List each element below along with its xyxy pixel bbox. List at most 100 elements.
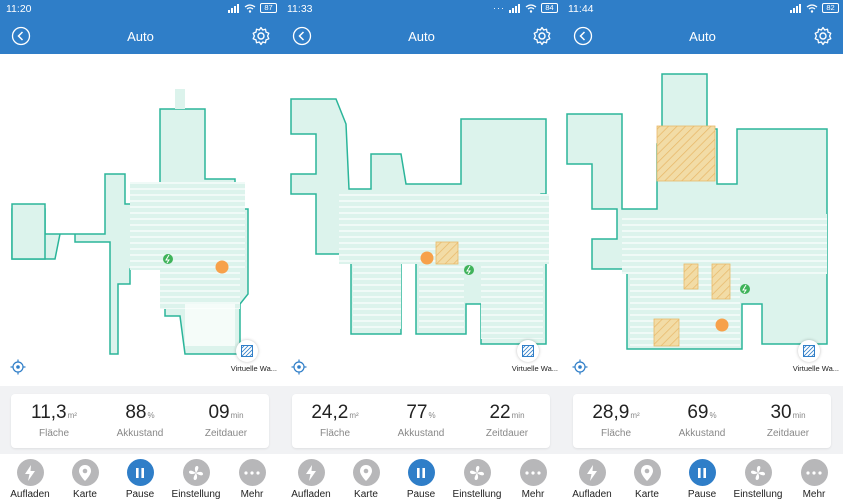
fan-icon	[470, 465, 484, 480]
stat-area: 28,9m² Fläche	[573, 402, 659, 439]
locate-icon[interactable]	[10, 359, 26, 375]
stat-battery: 88% Akkustand	[97, 402, 183, 439]
charger-dock	[163, 254, 173, 264]
bottom-nav: Aufladen Karte Pause Einstellung Mehr	[562, 454, 843, 500]
stat-duration-value: 30	[770, 402, 792, 423]
battery-icon: 82	[822, 3, 839, 13]
stat-area: 11,3m² Fläche	[11, 402, 97, 439]
nav-dock-button[interactable]: Aufladen	[564, 459, 620, 500]
stat-duration-unit: min	[511, 411, 525, 420]
stat-battery-unit: %	[428, 411, 436, 420]
stat-duration-label: Zeitdauer	[485, 428, 529, 439]
nav-pause-button[interactable]: Pause	[674, 459, 730, 500]
stat-duration-value: 09	[208, 402, 230, 423]
wifi-icon	[806, 3, 818, 13]
nav-settings-button[interactable]: Einstellung	[449, 459, 505, 500]
stat-battery-label: Akkustand	[397, 428, 445, 439]
phone-screen-3: 11:44 82 Auto	[562, 0, 843, 500]
back-icon[interactable]	[11, 26, 31, 46]
stat-duration-label: Zeitdauer	[766, 428, 810, 439]
map-floor	[566, 73, 828, 350]
stat-area-label: Fläche	[38, 428, 69, 439]
virtual-wall-button[interactable]: Virtuelle Wa...	[217, 340, 277, 373]
virtual-wall-icon	[241, 345, 253, 357]
robot-position	[215, 260, 229, 274]
nav-settings-button[interactable]: Einstellung	[168, 459, 224, 500]
stats-section: 11,3m² Fläche 88% Akkustand 09min Zeitda…	[0, 386, 281, 454]
nav-more-label: Mehr	[521, 489, 545, 500]
stat-area-value: 11,3	[31, 402, 67, 423]
pause-icon	[698, 467, 706, 478]
notification-dots-icon: ···	[493, 3, 505, 13]
nav-dock-label: Aufladen	[10, 489, 50, 500]
fan-icon	[189, 465, 203, 480]
stats-card: 28,9m² Fläche 69% Akkustand 30min Zeitda…	[573, 394, 831, 448]
nav-map-button[interactable]: Karte	[619, 459, 675, 500]
back-icon[interactable]	[292, 26, 312, 46]
nav-settings-label: Einstellung	[452, 489, 502, 500]
screen-title: Auto	[408, 29, 435, 44]
stat-battery-label: Akkustand	[116, 428, 164, 439]
virtual-wall-label: Virtuelle Wa...	[511, 364, 558, 373]
stat-battery: 77% Akkustand	[378, 402, 464, 439]
nav-more-button[interactable]: Mehr	[786, 459, 842, 500]
stat-battery-label: Akkustand	[678, 428, 726, 439]
wifi-icon	[525, 3, 537, 13]
map-floor	[290, 98, 549, 345]
stats-card: 24,2m² Fläche 77% Akkustand 22min Zeitda…	[292, 394, 550, 448]
battery-icon: 87	[260, 3, 277, 13]
bolt-icon	[306, 464, 316, 481]
stat-battery-unit: %	[147, 411, 155, 420]
nav-map-button[interactable]: Karte	[57, 459, 113, 500]
virtual-wall-label: Virtuelle Wa...	[792, 364, 839, 373]
status-time: 11:44	[568, 3, 594, 15]
nav-pause-label: Pause	[406, 489, 436, 500]
fan-icon	[751, 465, 765, 480]
more-dots-icon	[525, 470, 541, 475]
virtual-wall-button[interactable]: Virtuelle Wa...	[779, 340, 839, 373]
nav-dock-button[interactable]: Aufladen	[2, 459, 58, 500]
map-canvas	[290, 98, 549, 345]
gear-icon[interactable]	[251, 26, 271, 46]
nav-pause-button[interactable]: Pause	[393, 459, 449, 500]
gear-icon[interactable]	[532, 26, 552, 46]
stat-duration-unit: min	[792, 411, 806, 420]
stat-duration: 30min Zeitdauer	[745, 402, 831, 439]
stat-battery-value: 69	[687, 402, 709, 423]
back-icon[interactable]	[573, 26, 593, 46]
pause-icon	[136, 467, 144, 478]
cleaning-map[interactable]: Virtuelle Wa...	[0, 54, 281, 386]
stats-section: 28,9m² Fläche 69% Akkustand 30min Zeitda…	[562, 386, 843, 454]
locate-icon[interactable]	[291, 359, 307, 375]
bottom-nav: Aufladen Karte Pause Einstellung Mehr	[0, 454, 281, 500]
locate-icon[interactable]	[572, 359, 588, 375]
cleaning-map[interactable]: Virtuelle Wa...	[281, 54, 562, 386]
nav-more-button[interactable]: Mehr	[505, 459, 561, 500]
location-pin-icon	[360, 464, 372, 481]
nav-settings-label: Einstellung	[171, 489, 221, 500]
nav-dock-label: Aufladen	[291, 489, 331, 500]
nav-settings-button[interactable]: Einstellung	[730, 459, 786, 500]
virtual-wall-label: Virtuelle Wa...	[230, 364, 277, 373]
phone-screen-2: 11:33 ··· 84 Auto	[281, 0, 562, 500]
status-bar: 11:33 ··· 84	[281, 0, 562, 18]
stat-battery: 69% Akkustand	[659, 402, 745, 439]
nav-map-label: Karte	[635, 489, 659, 500]
stats-section: 24,2m² Fläche 77% Akkustand 22min Zeitda…	[281, 386, 562, 454]
nav-dock-button[interactable]: Aufladen	[283, 459, 339, 500]
bolt-icon	[25, 464, 35, 481]
map-floor	[11, 89, 249, 355]
bottom-nav: Aufladen Karte Pause Einstellung Mehr	[281, 454, 562, 500]
gear-icon[interactable]	[813, 26, 833, 46]
stat-battery-value: 88	[125, 402, 147, 423]
cleaning-map[interactable]: Virtuelle Wa...	[562, 54, 843, 386]
virtual-wall-button[interactable]: Virtuelle Wa...	[498, 340, 558, 373]
nav-more-button[interactable]: Mehr	[224, 459, 280, 500]
stat-area: 24,2m² Fläche	[292, 402, 378, 439]
more-dots-icon	[244, 470, 260, 475]
stat-duration-value: 22	[489, 402, 511, 423]
status-bar: 11:20 87	[0, 0, 281, 18]
nav-pause-button[interactable]: Pause	[112, 459, 168, 500]
phone-screen-1: 11:20 87 Auto	[0, 0, 281, 500]
nav-map-button[interactable]: Karte	[338, 459, 394, 500]
